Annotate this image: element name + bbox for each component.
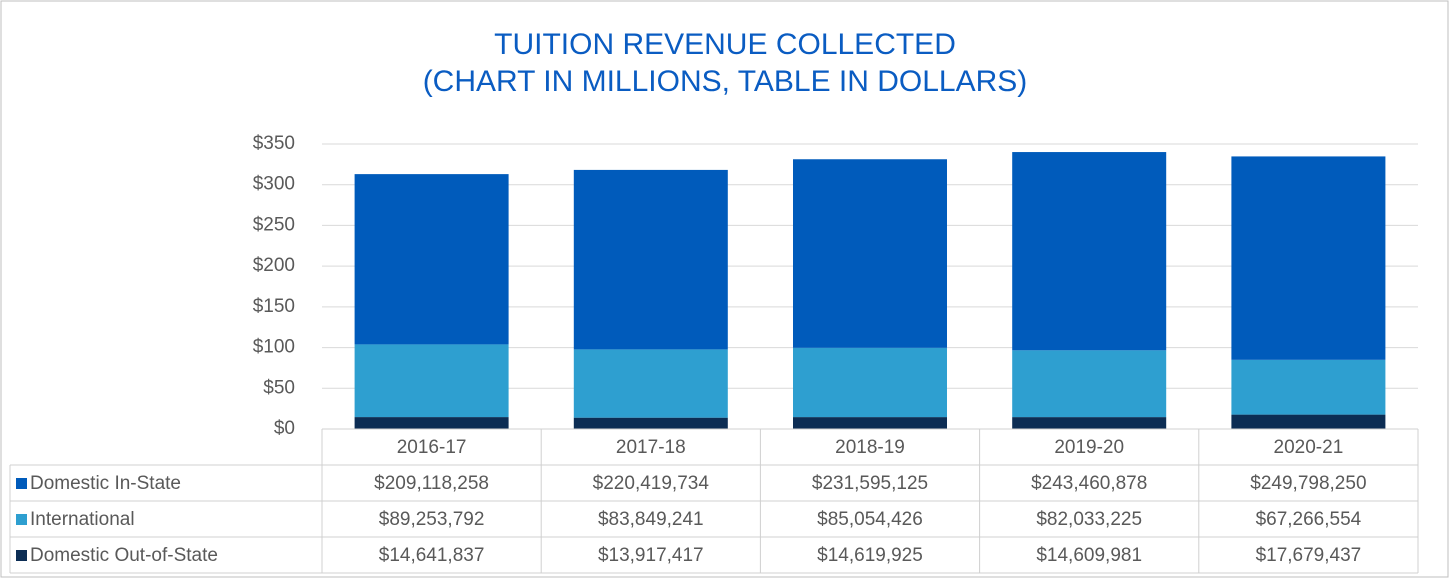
x-tick-label: 2019-20 [1054, 437, 1124, 458]
table-value: $89,253,792 [379, 509, 485, 530]
legend-label: Domestic Out-of-State [30, 545, 218, 566]
table-value: $17,679,437 [1256, 545, 1362, 566]
table-value: $209,118,258 [374, 473, 489, 494]
bar-segment [354, 417, 509, 429]
y-tick-label: $200 [253, 255, 295, 276]
legend-key [16, 550, 27, 561]
legend-key [16, 478, 27, 489]
bar-segment [1012, 417, 1167, 429]
y-tick-label: $300 [253, 174, 295, 195]
legend-key [16, 514, 27, 525]
chart-subtitle: (CHART IN MILLIONS, TABLE IN DOLLARS) [423, 65, 1028, 98]
bar-segment [1231, 156, 1386, 360]
table-value: $67,266,554 [1256, 509, 1362, 530]
table-value: $231,595,125 [812, 473, 928, 494]
table-value: $83,849,241 [598, 509, 704, 530]
bar-segment [1231, 359, 1386, 415]
x-tick-label: 2016-17 [397, 437, 467, 458]
table-value: $14,609,981 [1036, 545, 1142, 566]
bar-segment [793, 347, 947, 418]
table-value: $249,798,250 [1250, 473, 1366, 494]
bar-segment [1231, 414, 1386, 429]
legend-label: Domestic In-State [30, 473, 181, 494]
legend-label: International [30, 509, 135, 530]
table-value: $85,054,426 [817, 509, 923, 530]
bar-segment [1012, 350, 1167, 418]
y-tick-label: $250 [253, 214, 295, 235]
bar-segment [354, 174, 509, 345]
table-value: $82,033,225 [1036, 509, 1142, 530]
table-value: $13,917,417 [598, 545, 704, 566]
table-value: $220,419,734 [593, 473, 710, 494]
y-tick-label: $50 [263, 377, 295, 398]
chart-title: TUITION REVENUE COLLECTED [494, 28, 956, 61]
y-tick-label: $150 [253, 296, 295, 317]
y-tick-label: $0 [274, 418, 295, 439]
bar-segment [354, 344, 509, 418]
x-tick-label: 2018-19 [835, 437, 905, 458]
x-tick-label: 2020-21 [1274, 437, 1344, 458]
bar-segment [573, 169, 728, 350]
bar-segment [1012, 152, 1167, 351]
bar-segment [793, 159, 947, 348]
table-value: $243,460,878 [1031, 473, 1147, 494]
table-value: $14,641,837 [379, 545, 485, 566]
x-tick-label: 2017-18 [616, 437, 686, 458]
table-value: $14,619,925 [817, 545, 923, 566]
y-tick-label: $100 [253, 337, 295, 358]
bar-segment [573, 417, 728, 429]
bar-segment [573, 349, 728, 418]
y-tick-label: $350 [253, 133, 295, 154]
bar-segment [793, 417, 947, 429]
